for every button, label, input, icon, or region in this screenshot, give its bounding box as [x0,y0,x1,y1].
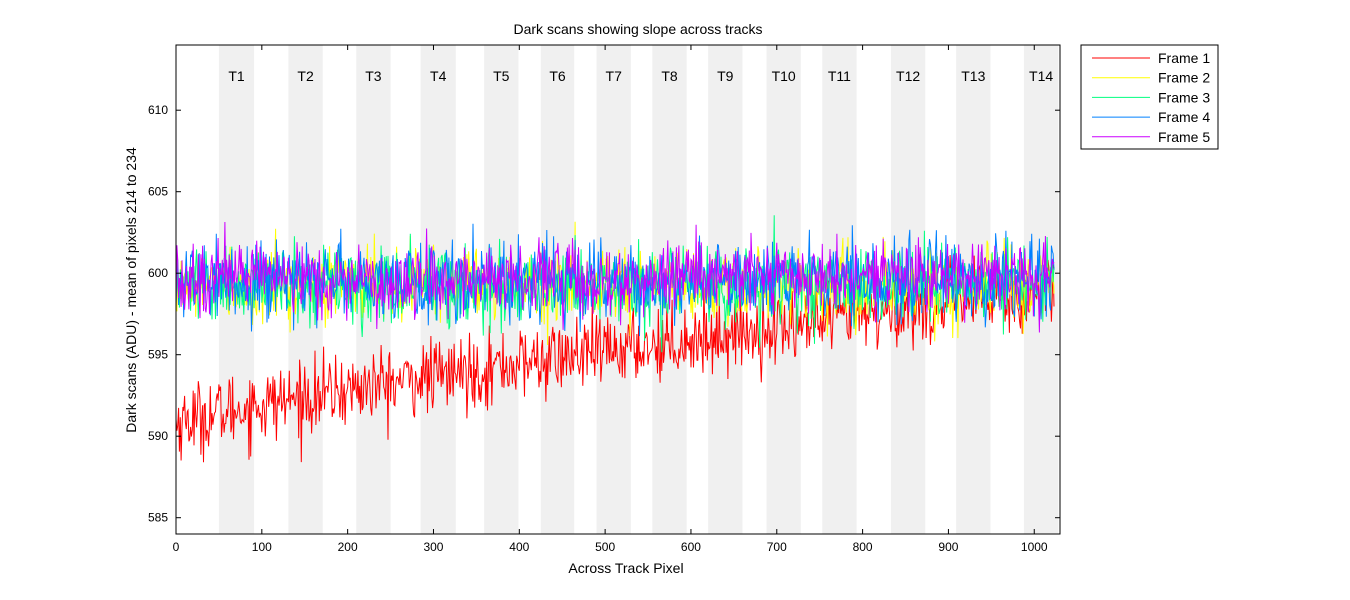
track-label-t5: T5 [493,68,510,84]
plot-frame [175,44,1061,535]
series-line-frame-5 [176,221,1055,333]
x-tick-label: 200 [338,540,358,554]
x-tick-label: 500 [595,540,615,554]
track-label-t13: T13 [961,68,985,84]
x-tick-label: 100 [252,540,272,554]
x-tick-label: 1000 [1021,540,1048,554]
series-lines [176,215,1055,463]
x-tick-label: 0 [173,540,180,554]
legend-entry-frame-1: Frame 1 [1158,50,1210,66]
legend: Frame 1 Frame 2 Frame 3 Frame 4 Frame 5 [1080,44,1219,150]
x-tick-label: 700 [767,540,787,554]
legend-entry-frame-4: Frame 4 [1158,109,1210,125]
x-axis-ticks: 0 100 200 300 400 500 600 700 800 900 1000 [173,45,1048,554]
legend-entry-frame-3: Frame 3 [1158,89,1210,105]
track-label-t7: T7 [606,68,623,84]
track-label-t10: T10 [772,68,796,84]
y-tick-label: 610 [148,103,168,117]
x-tick-label: 400 [509,540,529,554]
legend-entry-frame-5: Frame 5 [1158,129,1210,145]
x-tick-label: 900 [938,540,958,554]
y-tick-label: 600 [148,266,168,280]
track-label-t9: T9 [717,68,734,84]
x-tick-label: 300 [423,540,443,554]
y-tick-label: 605 [148,185,168,199]
track-label-t4: T4 [430,68,447,84]
x-tick-label: 600 [681,540,701,554]
plot-area [176,215,1055,463]
y-tick-label: 595 [148,348,168,362]
track-label-t8: T8 [661,68,678,84]
track-label-t6: T6 [549,68,566,84]
chart-title: Dark scans showing slope across tracks [514,21,763,37]
track-label-t2: T2 [297,68,314,84]
legend-entry-frame-2: Frame 2 [1158,70,1210,86]
y-tick-label: 590 [148,429,168,443]
track-label-t1: T1 [228,68,245,84]
track-label-t14: T14 [1029,68,1053,84]
y-axis-ticks: 585 590 595 600 605 610 [148,103,1060,525]
track-label-t3: T3 [365,68,382,84]
track-labels: T1 T2 T3 T4 T5 T6 T7 T8 T9 T10 T11 T12 T13 T14 [228,68,1053,84]
y-tick-label: 585 [148,511,168,525]
track-label-t11: T11 [828,68,851,84]
y-axis-label: Dark scans (ADU) - mean of pixels 214 to… [123,147,139,433]
track-label-t12: T12 [896,68,920,84]
series-line-frame-1 [176,254,1055,463]
x-axis-label: Across Track Pixel [568,560,683,576]
x-tick-label: 800 [853,540,873,554]
